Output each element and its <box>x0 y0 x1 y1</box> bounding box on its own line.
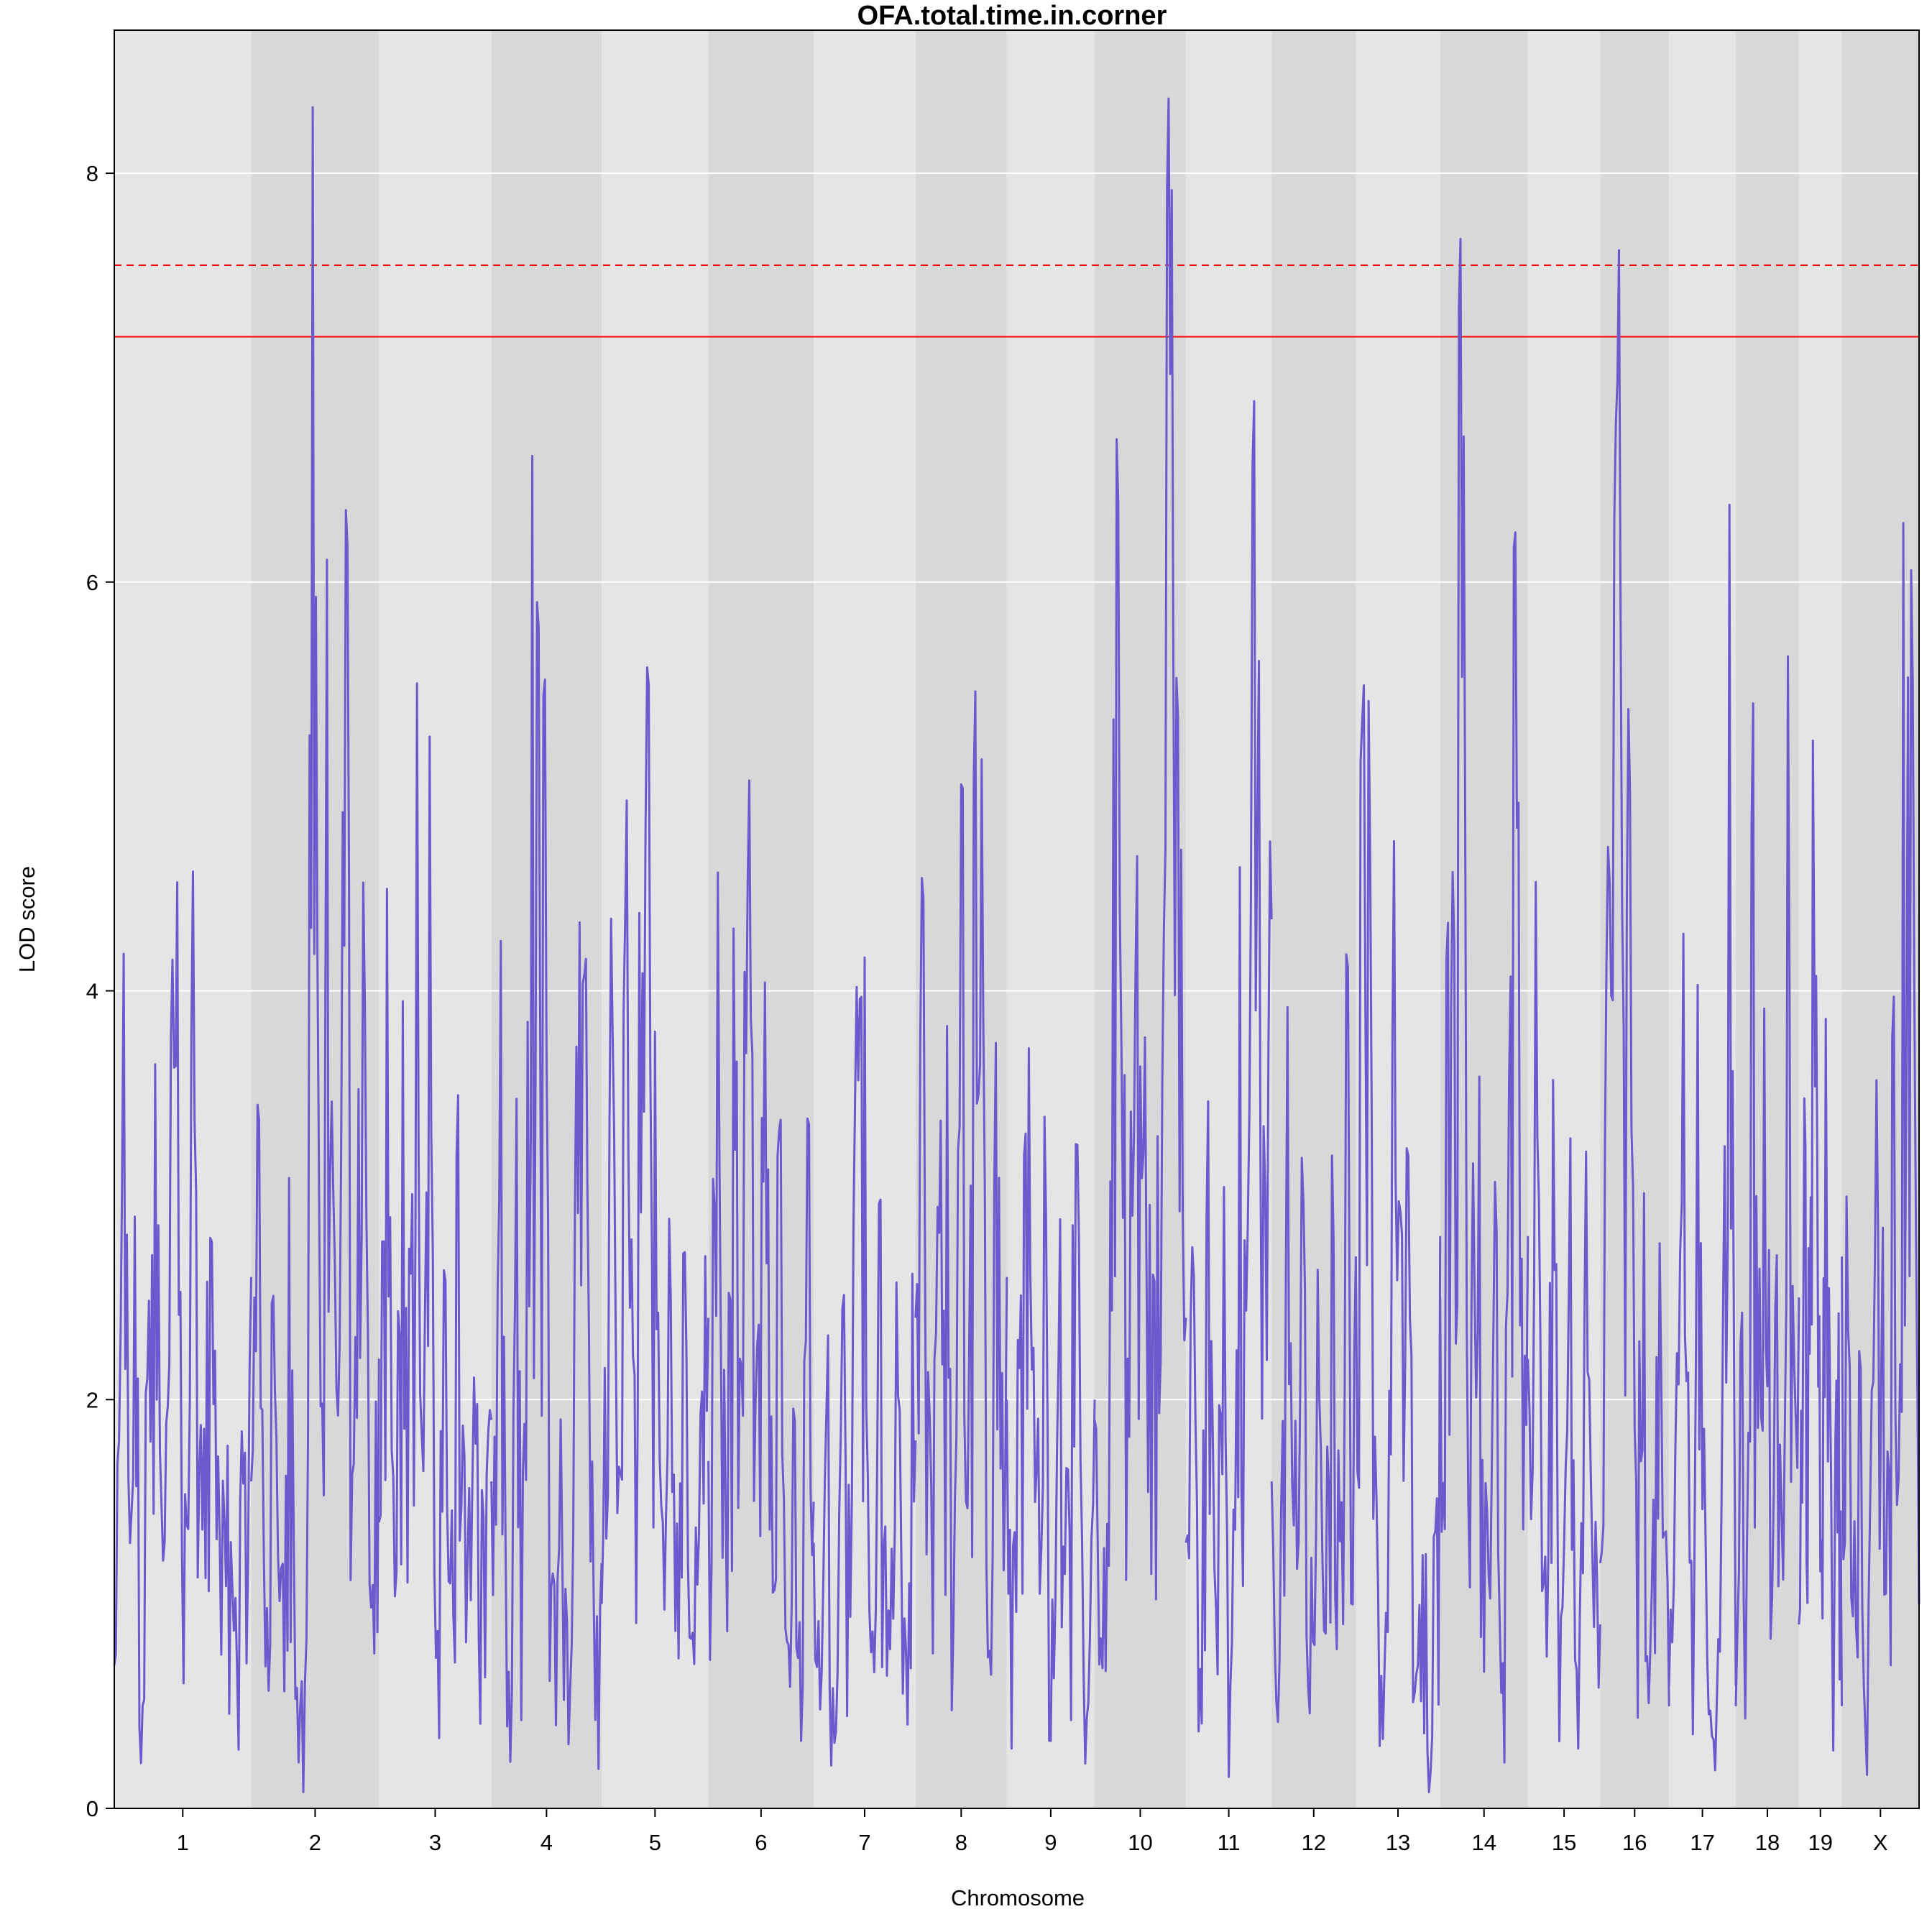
lod-line-chr-2 <box>250 106 380 1793</box>
lod-line-chr-16 <box>1598 249 1670 1719</box>
y-tick-label: 8 <box>86 161 98 186</box>
lod-series <box>113 97 1920 1793</box>
x-tick-label: 4 <box>540 1830 553 1855</box>
lod-line-chr-12 <box>1270 953 1357 1724</box>
x-tick-label: X <box>1873 1830 1888 1855</box>
x-tick-label: 10 <box>1128 1830 1152 1855</box>
chromosome-band <box>814 30 916 1808</box>
x-tick-label: 14 <box>1471 1830 1496 1855</box>
x-tick-label: 8 <box>955 1830 967 1855</box>
x-tick-label: 1 <box>177 1830 189 1855</box>
lod-line-chr-10 <box>1093 97 1187 1673</box>
x-tick-label: 18 <box>1755 1830 1780 1855</box>
x-tick-label: 5 <box>649 1830 661 1855</box>
lod-line-chr-11 <box>1184 400 1273 1778</box>
chromosome-band <box>1669 30 1736 1808</box>
x-tick-label: 16 <box>1622 1830 1647 1855</box>
x-tick-label: 3 <box>429 1830 441 1855</box>
y-tick-label: 0 <box>86 1796 98 1821</box>
lod-line-chr-3 <box>377 682 493 1739</box>
x-tick-label: 12 <box>1302 1830 1326 1855</box>
x-tick-label: 15 <box>1552 1830 1576 1855</box>
x-tick-label: 17 <box>1690 1830 1714 1855</box>
lod-line-chr-19 <box>1798 739 1843 1752</box>
lod-line-chr-1 <box>113 870 252 1765</box>
y-tick-label: 6 <box>86 570 98 595</box>
lod-line-chr-X <box>1841 522 1920 1776</box>
lod-line-chr-8 <box>914 690 1008 1711</box>
lod-line-chr-7 <box>812 956 917 1767</box>
x-tick-label: 9 <box>1044 1830 1057 1855</box>
x-axis: 1 2 3 4 5 6 7 8 9 10 11 12 13 14 15 16 17 18 19 X <box>177 1808 1888 1855</box>
x-tick-label: 7 <box>858 1830 870 1855</box>
chromosome-band <box>708 30 814 1808</box>
y-axis-label: LOD score <box>14 866 40 972</box>
x-tick-label: 11 <box>1217 1830 1240 1855</box>
lod-line-chr-5 <box>600 666 710 1665</box>
y-axis: 0 2 4 6 8 <box>86 161 114 1821</box>
plot-frame <box>114 29 1920 1809</box>
lod-line-chr-17 <box>1668 503 1737 1772</box>
lod-line-chr-4 <box>490 454 603 1770</box>
x-tick-label: 2 <box>309 1830 321 1855</box>
lod-line-chr-18 <box>1734 655 1800 1720</box>
lod-line-chr-13 <box>1354 684 1442 1793</box>
lod-line-chr-15 <box>1527 880 1601 1750</box>
x-tick-label: 6 <box>755 1830 767 1855</box>
lod-line-chr-6 <box>707 779 815 1742</box>
chart-title: OFA.total.time.in.corner <box>857 1 1167 31</box>
y-tick-label: 2 <box>86 1387 98 1412</box>
x-tick-label: 19 <box>1808 1830 1832 1855</box>
lod-line-chr-14 <box>1439 237 1530 1764</box>
x-axis-label: Chromosome <box>951 1885 1085 1910</box>
lod-line-chr-9 <box>1006 1047 1096 1765</box>
x-tick-label: 13 <box>1386 1830 1410 1855</box>
chromosome-band <box>602 30 709 1808</box>
y-tick-label: 4 <box>86 979 98 1004</box>
